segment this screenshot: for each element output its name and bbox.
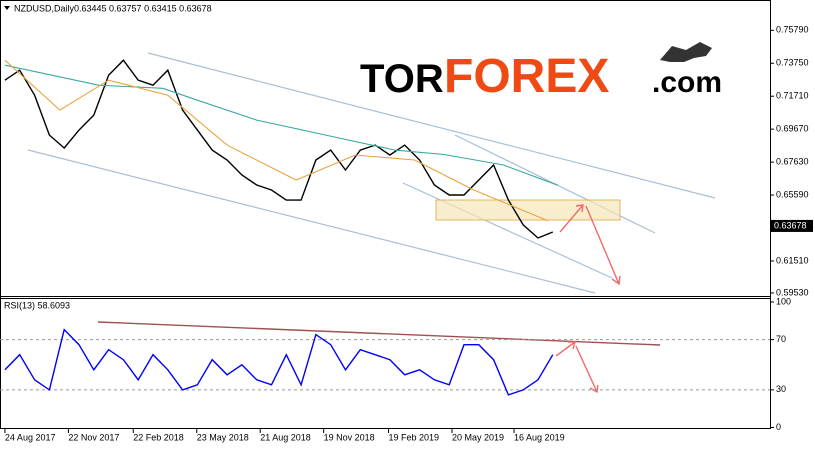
logo: TOR FOREX .com <box>360 42 722 103</box>
x-tick-label: 23 May 2018 <box>197 432 249 442</box>
y-tick-label: 0.67630 <box>776 156 809 166</box>
arrow <box>559 204 584 233</box>
series-line <box>4 64 558 186</box>
y-tick-label: 0.75790 <box>776 25 809 35</box>
logo-tor: TOR <box>360 57 444 101</box>
symbol: NZDUSD,Daily <box>14 3 75 13</box>
logo-forex: FOREX <box>444 50 609 103</box>
y-tick-label: 30 <box>776 384 786 394</box>
arrow <box>555 341 576 357</box>
x-tick-label: 22 Nov 2017 <box>68 432 119 442</box>
rsi-trend-line <box>97 321 661 346</box>
y-tick-label: 100 <box>776 296 791 306</box>
y-tick-label: 70 <box>776 334 786 344</box>
last-price-box <box>771 219 813 232</box>
series-line <box>4 59 554 239</box>
x-tick-label: 19 Nov 2018 <box>324 432 375 442</box>
logo-com: .com <box>652 66 722 99</box>
zone <box>435 199 621 221</box>
last-price-label: 0.63678 <box>774 220 807 230</box>
ohlc: 0.63445 0.63757 0.63415 0.63678 <box>74 3 212 13</box>
y-tick-label: 0 <box>776 422 781 432</box>
y-tick-label: 0.71710 <box>776 91 809 101</box>
x-tick-label: 24 Aug 2017 <box>5 432 56 442</box>
x-tick-label: 19 Feb 2019 <box>389 432 440 442</box>
arrow <box>575 345 599 394</box>
x-tick-label: 16 Aug 2019 <box>514 432 565 442</box>
symbol-icon <box>4 6 10 10</box>
plot-frame <box>0 0 771 429</box>
trend-line <box>27 149 596 294</box>
x-tick-label: 22 Feb 2018 <box>133 432 184 442</box>
x-tick-label: 21 Aug 2018 <box>260 432 311 442</box>
trend-line <box>402 182 613 279</box>
rsi-title: RSI(13) 58.6093 <box>4 300 70 310</box>
trend-line <box>147 52 716 199</box>
y-tick-label: 0.65590 <box>776 189 809 199</box>
y-tick-label: 0.73750 <box>776 58 809 68</box>
x-tick-label: 20 May 2019 <box>452 432 504 442</box>
series-line <box>4 328 554 396</box>
series-line <box>4 59 549 222</box>
logo-bull <box>660 42 712 62</box>
arrow <box>585 205 621 286</box>
arrows <box>97 204 661 394</box>
y-tick-label: 0.61510 <box>776 255 809 265</box>
y-tick-label: 0.59530 <box>776 287 809 297</box>
y-tick-label: 0.69670 <box>776 124 809 134</box>
